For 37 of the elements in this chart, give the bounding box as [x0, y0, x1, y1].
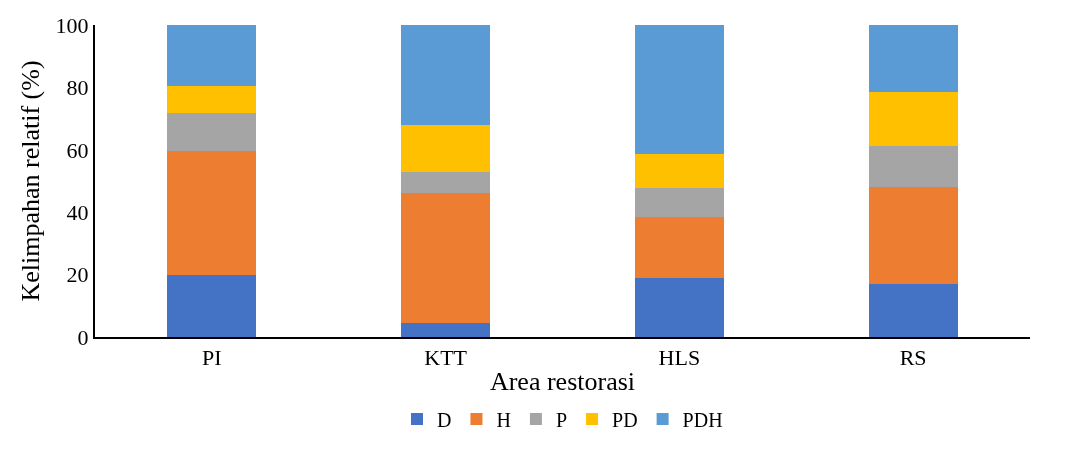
x-tick-label: HLS [658, 345, 701, 371]
bar [634, 188, 724, 218]
bar [401, 124, 491, 173]
bar [401, 172, 491, 193]
x-tick-label: RS [899, 345, 927, 371]
y-tick-label: 0 [77, 324, 89, 350]
bar [868, 25, 958, 93]
bar [868, 186, 958, 285]
bar [868, 284, 958, 337]
y-tick-label: 100 [55, 12, 89, 38]
bar [167, 275, 257, 337]
bar [401, 323, 491, 337]
y-tick-label: 40 [66, 199, 89, 225]
legend-label: P [555, 408, 568, 431]
bar [634, 25, 724, 155]
bar [401, 192, 491, 324]
legend-label: PDH [682, 408, 723, 431]
y-tick-label: 20 [66, 262, 89, 288]
x-tick-label: PI [202, 345, 222, 371]
bar [401, 25, 491, 125]
bar [167, 113, 257, 151]
y-tick-label: 60 [66, 137, 89, 163]
bar [868, 145, 958, 187]
y-tick-label: 80 [66, 75, 89, 101]
bar [634, 154, 724, 189]
legend-label: D [437, 408, 452, 431]
x-tick-label: KTT [424, 345, 468, 371]
bar [634, 278, 724, 337]
y-axis-title: Kelimpahan relatif (%) [16, 60, 46, 302]
bar [868, 92, 958, 146]
x-axis-title: Area restorasi [489, 366, 636, 396]
bar [167, 150, 257, 276]
legend-label: H [496, 408, 511, 431]
legend-label: PD [612, 408, 638, 431]
bar [167, 86, 257, 114]
bar [634, 217, 724, 279]
bar [167, 25, 257, 87]
